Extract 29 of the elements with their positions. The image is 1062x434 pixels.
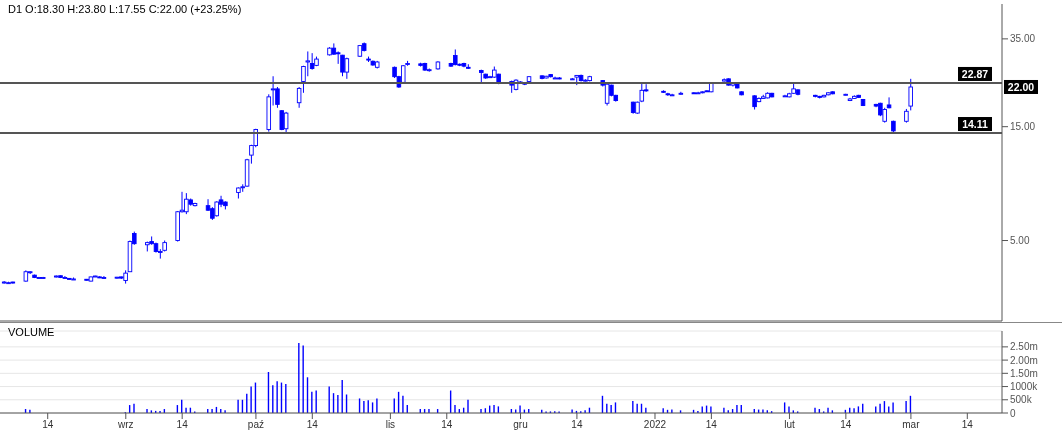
chart-title: VOLUME bbox=[8, 326, 55, 338]
x-tick-label: paź bbox=[247, 419, 264, 431]
x-tick-label: 14 bbox=[705, 419, 718, 431]
x-tick-label: 14 bbox=[441, 419, 453, 431]
x-tick-label: 14 bbox=[42, 419, 54, 431]
y-tick-label: 2.00m bbox=[1010, 354, 1038, 366]
y-tick-label: 15.00 bbox=[1010, 121, 1036, 133]
chart-title: D1 O:18.30 H:23.80 L:17.55 C:22.00 (+23.25%) bbox=[8, 3, 242, 15]
y-tick-label: 1.50m bbox=[1010, 367, 1038, 379]
y-tick-label: 500k bbox=[1010, 394, 1033, 406]
x-tick-label: 14 bbox=[176, 419, 189, 431]
y-tick-label: 0 bbox=[1010, 407, 1016, 419]
x-tick-label: lut bbox=[784, 419, 795, 431]
y-tick-label: 2.50m bbox=[1010, 341, 1038, 353]
x-tick-label: wrz bbox=[117, 419, 134, 431]
y-tick-label: 35.00 bbox=[1010, 33, 1036, 45]
y-tick-label: 1000k bbox=[1010, 381, 1039, 393]
x-tick-label: lis bbox=[385, 419, 396, 431]
x-tick-label: gru bbox=[513, 419, 528, 431]
y-tick-label: 5.00 bbox=[1010, 235, 1030, 247]
x-tick-label: 14 bbox=[306, 419, 319, 431]
x-tick-label: mar bbox=[902, 419, 921, 431]
x-tick-label: 14 bbox=[571, 419, 583, 431]
ref-line-label: 22.87 bbox=[961, 67, 989, 80]
x-tick-label: 14 bbox=[840, 419, 852, 431]
x-tick-label: 2022 bbox=[643, 419, 667, 431]
ref-line-label: 14.11 bbox=[962, 118, 989, 131]
x-tick-label: 14 bbox=[961, 419, 974, 431]
text: 22.00 bbox=[1007, 80, 1035, 93]
